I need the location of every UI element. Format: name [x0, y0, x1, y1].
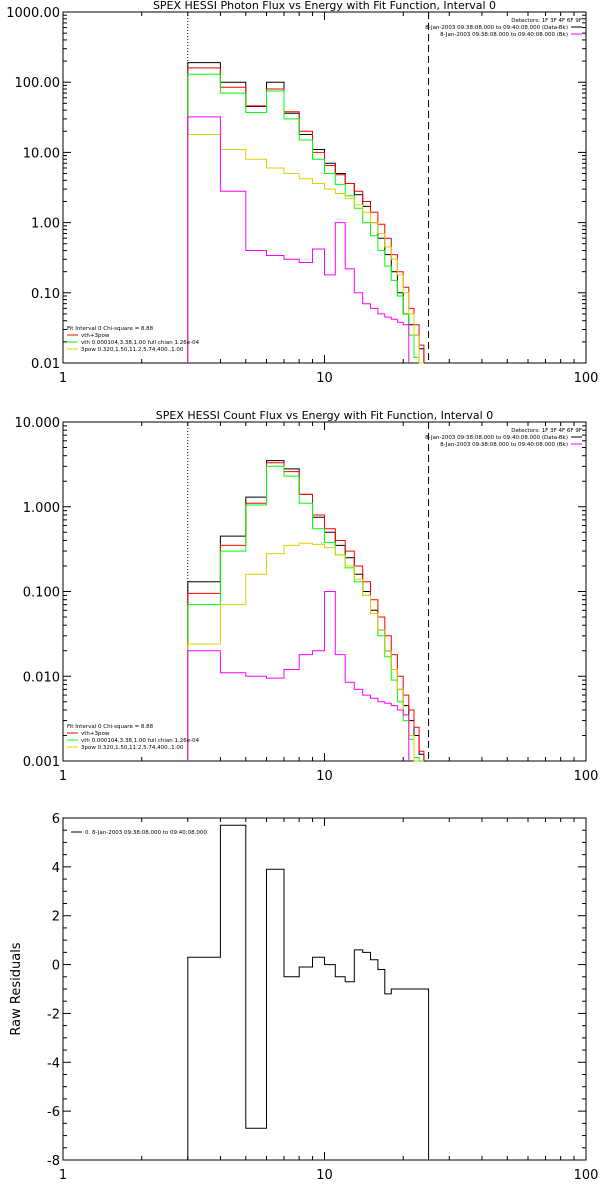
- chart-panel-2: SPEX HESSI Count Flux vs Energy with Fit…: [15, 409, 599, 784]
- legend-entry: Fit Interval 0 Chi-square = 8.88: [67, 724, 154, 730]
- chart-panel-3: Raw Residuals 1 10 100 -8 -6 -4 -2 0 2 4 6 0. 8-Jan-…: [9, 812, 598, 1183]
- legend-entry: Detectors: 1F 3F 4F 6F 9F: [511, 18, 582, 24]
- y-tick-label: 100.00: [15, 76, 61, 91]
- legend-entry: 8-Jan-2003 09:38:08.000 to 09:40:08.000 …: [425, 25, 568, 31]
- y-tick-label: -4: [47, 1056, 60, 1071]
- legend-entry: Fit Interval 0 Chi-square = 8.88: [67, 326, 154, 332]
- y-tick-label: 4: [52, 861, 60, 876]
- y-tick-label: 0.10: [31, 287, 60, 302]
- legend-entry: 3pow 0.320,1.50,11.2,5.74,400.,1.00: [81, 347, 184, 353]
- legend-entry: 0. 8-Jan-2003 09:38:08.000 to 09:40:08.0…: [85, 830, 207, 836]
- y-tick-label: 6: [52, 812, 60, 827]
- chart-title: SPEX HESSI Count Flux vs Energy with Fit…: [156, 409, 493, 422]
- x-tick-label: 100: [574, 371, 599, 386]
- legend-entry: vth+3pow: [81, 731, 110, 737]
- y-tick-label: 1000.00: [6, 6, 60, 21]
- y-tick-label: 0.010: [23, 670, 60, 685]
- series-1-line: [187, 460, 425, 761]
- series-3-line: [187, 73, 424, 364]
- x-tick-label: 1: [59, 371, 67, 386]
- plot-frame: [62, 817, 587, 1161]
- series-1-line: [187, 824, 430, 1160]
- x-tick-label: 10: [316, 1168, 333, 1183]
- y-tick-label: 0.01: [31, 357, 60, 372]
- y-tick-label: 0.001: [23, 755, 60, 770]
- y-tick-label: 10.000: [15, 416, 61, 431]
- series-4-line: [187, 134, 424, 364]
- series-1-line: [187, 62, 425, 363]
- legend-entry: vth 0.000104,3.38,1.00 full chian 1.26e-…: [81, 738, 200, 744]
- y-tick-label: -8: [47, 1154, 60, 1169]
- legend-entry: 8-Jan-2003 09:38:08.000 to 09:40:08.000 …: [440, 32, 568, 38]
- legend-entry: 8-Jan-2003 09:38:08.000 to 09:40:08.000 …: [425, 435, 568, 441]
- x-tick-label: 10: [316, 371, 333, 386]
- y-tick-label: 2: [52, 910, 60, 925]
- legend-entry: Detectors: 1F 3F 4F 6F 9F: [511, 428, 582, 434]
- series-2-line: [187, 67, 425, 363]
- y-tick-label: -2: [47, 1007, 60, 1022]
- x-tick-label: 100: [574, 1168, 599, 1183]
- x-tick-label: 1: [59, 1168, 67, 1183]
- y-tick-label: 0.100: [23, 586, 60, 601]
- y-tick-label: 1.00: [31, 217, 60, 232]
- x-tick-label: 1: [59, 769, 67, 784]
- legend-entry: 8-Jan-2003 09:38:08.000 to 09:40:08.000 …: [440, 442, 568, 448]
- series-4-line: [187, 542, 420, 762]
- y-tick-label: 0: [52, 959, 60, 974]
- y-axis-label: Raw Residuals: [9, 942, 24, 1035]
- chart-panel-1: SPEX HESSI Photon Flux vs Energy with Fi…: [6, 0, 598, 386]
- series-5-line: [187, 116, 410, 363]
- x-tick-label: 10: [316, 769, 333, 784]
- legend-entry: vth+3pow: [81, 333, 110, 339]
- legend-entry: vth 0.000104,3.38,1.00 full chian 1.26e-…: [81, 340, 200, 346]
- y-tick-label: 10.00: [23, 146, 60, 161]
- series-5-line: [187, 591, 410, 761]
- series-2-line: [187, 462, 425, 761]
- y-tick-label: -6: [47, 1105, 60, 1120]
- legend-entry: 3pow 0.320,1.50,11.2,5.74,400.,1.00: [81, 745, 184, 751]
- series-3-line: [187, 465, 424, 762]
- x-tick-label: 100: [574, 769, 599, 784]
- y-tick-label: 1.000: [23, 501, 60, 516]
- chart-title: SPEX HESSI Photon Flux vs Energy with Fi…: [153, 0, 496, 12]
